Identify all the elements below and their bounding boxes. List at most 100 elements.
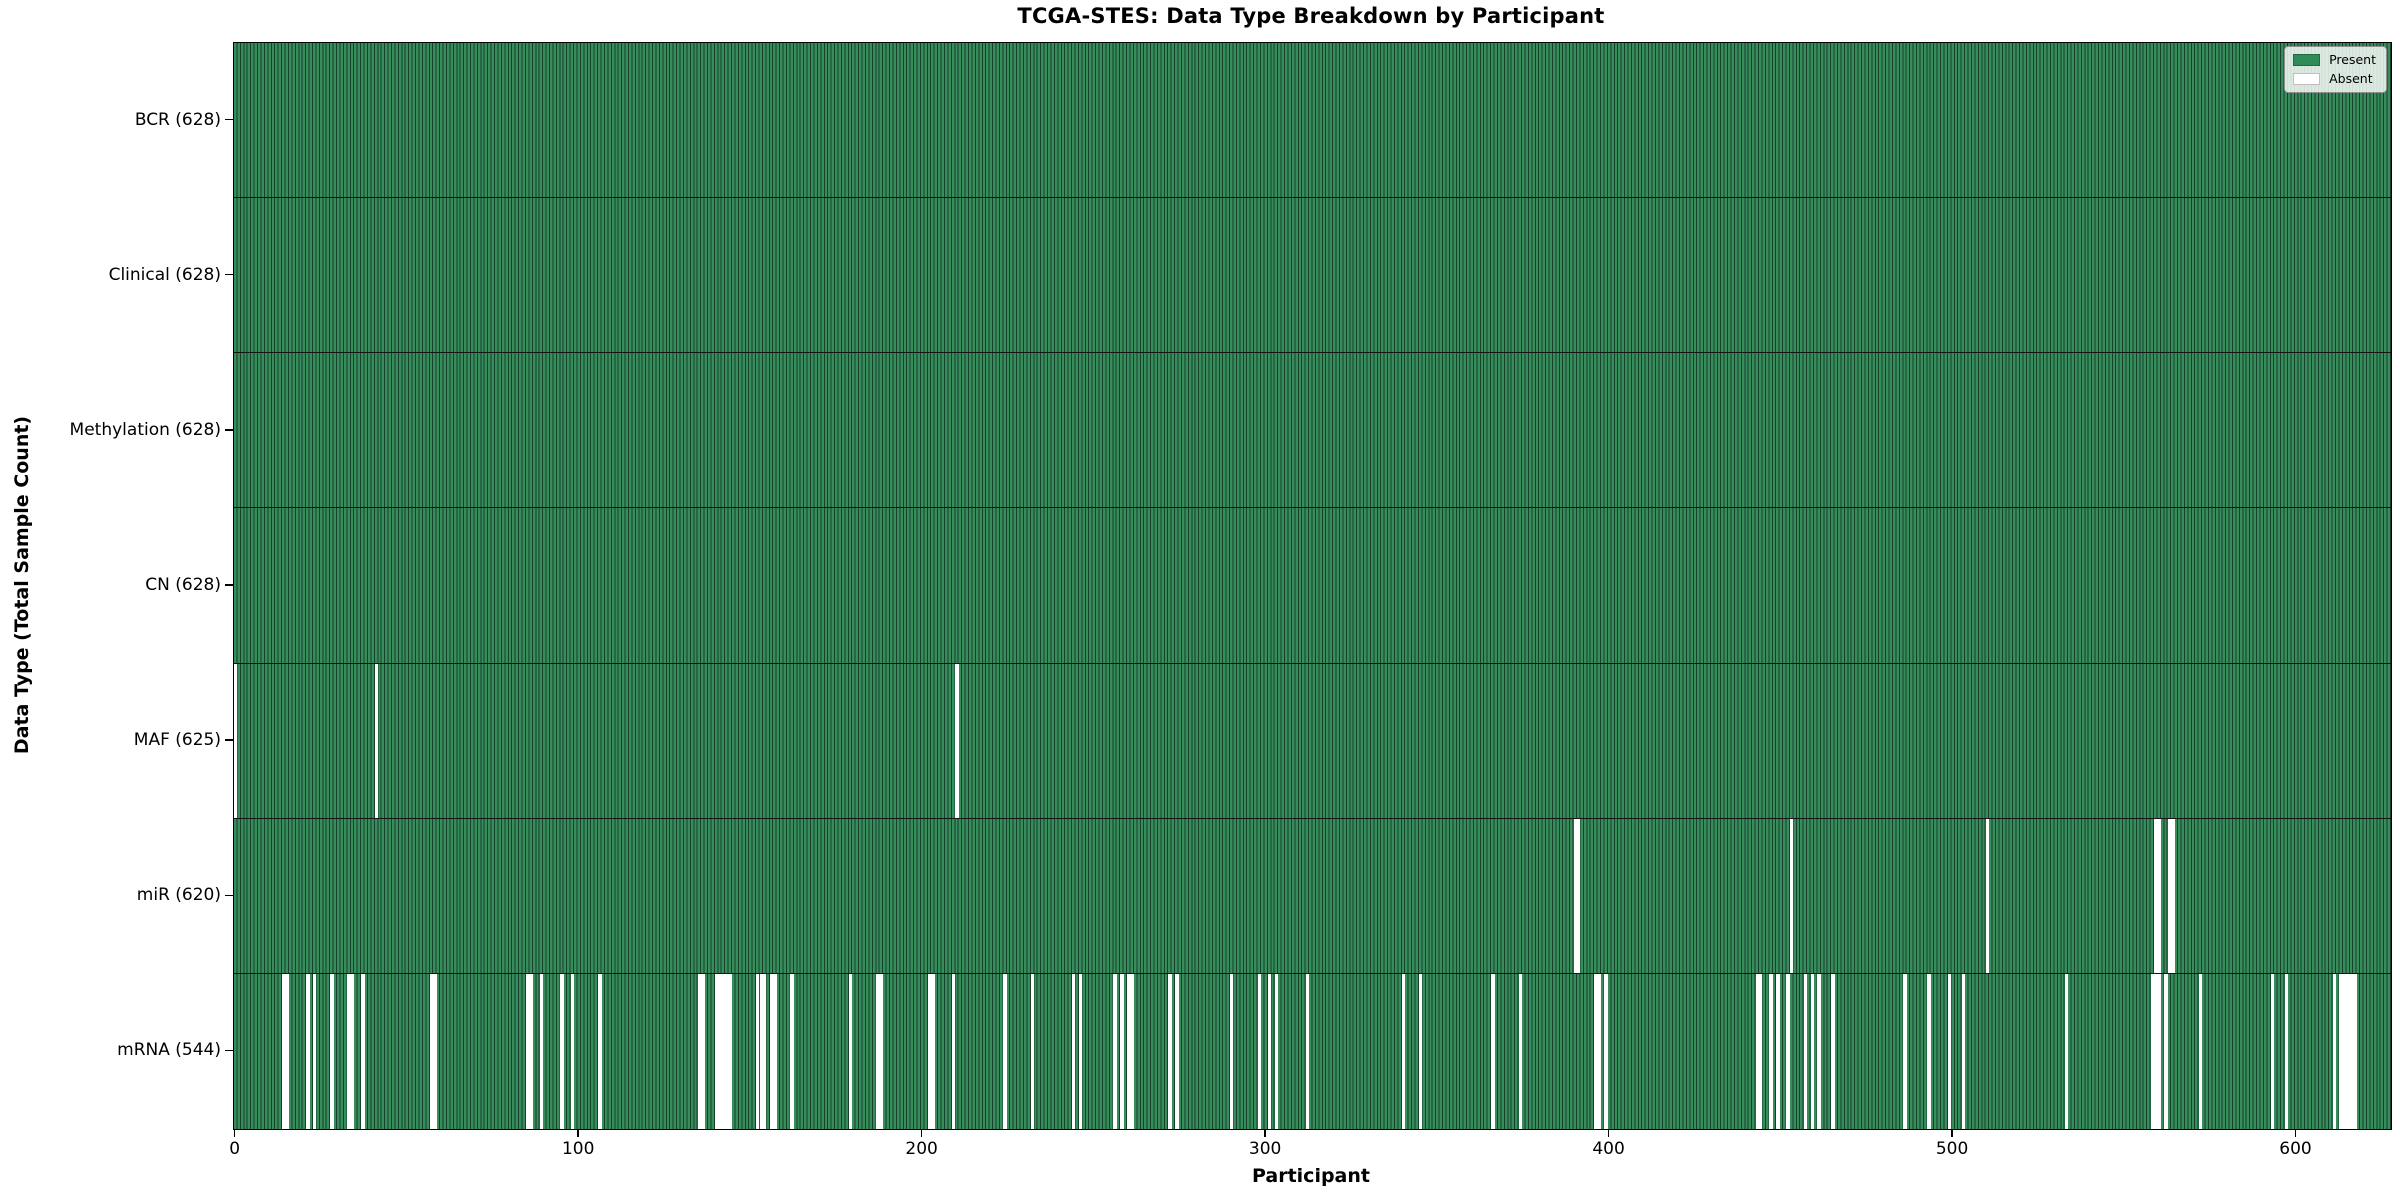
x-tick-label: 500 (1935, 1139, 1969, 1159)
absent-bar (1518, 973, 1522, 1129)
plot-area: Present Absent (233, 42, 2392, 1130)
absent-bar (350, 973, 355, 1129)
absent-bar (1168, 973, 1172, 1129)
legend-label-present: Present (2329, 52, 2376, 67)
y-tick-label: miR (620) (136, 885, 221, 906)
absent-bar (2353, 973, 2357, 1129)
absent-bar (374, 663, 379, 818)
absent-bar (1817, 973, 1821, 1129)
absent-bar (2349, 973, 2354, 1129)
absent-bar (1759, 973, 1763, 1129)
absent-bar (1305, 973, 1310, 1129)
absent-bar (762, 973, 767, 1129)
absent-bar (955, 663, 959, 818)
absent-bar (1078, 973, 1083, 1129)
absent-bar (2198, 973, 2203, 1129)
absent-bar (759, 973, 763, 1129)
absent-bar (1776, 973, 1780, 1129)
x-tick-mark (1607, 1129, 1610, 1137)
absent-bar (2150, 973, 2154, 1129)
x-tick-label: 300 (1248, 1139, 1282, 1159)
absent-bar (1769, 973, 1773, 1129)
absent-bar (721, 973, 726, 1129)
absent-bar (1267, 973, 1272, 1129)
absent-bar (598, 973, 602, 1129)
absent-bar (2154, 818, 2158, 973)
y-tick-mark (225, 118, 233, 121)
x-tick-label: 600 (2279, 1139, 2312, 1159)
absent-bar (1810, 973, 1814, 1129)
chart-title: TCGA-STES: Data Type Breakdown by Partic… (1017, 4, 1605, 28)
absent-bar (1113, 973, 1117, 1129)
absent-bar (1175, 973, 1179, 1129)
absent-bar (756, 973, 760, 1129)
absent-bar (347, 973, 351, 1129)
x-tick-mark (1264, 1129, 1266, 1137)
absent-bar (2284, 973, 2288, 1129)
absent-bar (1927, 973, 1931, 1129)
absent-bar (529, 973, 533, 1129)
legend-swatch-present-icon (2293, 54, 2321, 66)
absent-bar (769, 973, 774, 1129)
absent-bar (2157, 973, 2161, 1129)
x-axis-label: Participant (1251, 1165, 1370, 1187)
absent-bar (2171, 818, 2175, 973)
absent-bar (285, 973, 289, 1129)
y-tick-label: CN (628) (145, 575, 221, 595)
x-tick-mark (920, 1129, 923, 1137)
legend-entry-absent: Absent (2293, 72, 2376, 86)
absent-bar (1230, 973, 1234, 1129)
heatmap-row-mir (234, 818, 2391, 974)
absent-bar (2064, 973, 2069, 1129)
absent-bar (1803, 973, 1808, 1129)
x-tick-label: 0 (229, 1139, 241, 1159)
absent-bar (1030, 973, 1035, 1129)
absent-bar (1985, 818, 1990, 973)
absent-bar (1594, 973, 1598, 1129)
y-tick-mark (225, 584, 233, 586)
y-tick-label: mRNA (544) (117, 1040, 221, 1061)
absent-bar (701, 973, 705, 1129)
absent-bar (525, 973, 530, 1129)
y-tick-mark (225, 1049, 233, 1052)
y-tick-mark (225, 894, 233, 896)
absent-bar (2164, 973, 2168, 1129)
absent-bar (927, 973, 932, 1129)
heatmap-row-mrna (234, 973, 2391, 1129)
absent-bar (282, 973, 286, 1129)
absent-bar (725, 973, 729, 1129)
absent-bar (718, 973, 722, 1129)
absent-bar (1755, 973, 1759, 1129)
absent-bar (1573, 818, 1577, 973)
absent-bar (1274, 973, 1279, 1129)
absent-bar (539, 973, 544, 1129)
y-tick-label: Clinical (628) (108, 264, 221, 285)
absent-bar (2270, 973, 2275, 1129)
absent-bar (714, 973, 719, 1129)
absent-bar (1597, 973, 1601, 1129)
heatmap-row-cn (234, 508, 2391, 664)
absent-bar (1257, 973, 1261, 1129)
absent-bar (560, 973, 564, 1129)
absent-bar (1120, 973, 1124, 1129)
y-tick-mark (225, 739, 233, 741)
absent-bar (951, 973, 956, 1129)
absent-bar (2157, 818, 2161, 973)
x-tick-mark (2294, 1129, 2297, 1137)
x-tick-label: 400 (1592, 1139, 1625, 1159)
absent-bar (429, 973, 434, 1129)
absent-bar (1127, 973, 1131, 1129)
heatmap-rows-container (234, 43, 2391, 1129)
absent-bar (697, 973, 702, 1129)
legend-entry-present: Present (2293, 53, 2376, 67)
absent-bar (2332, 973, 2337, 1129)
heatmap-row-maf (234, 663, 2391, 819)
absent-bar (1576, 818, 1581, 973)
x-tick-mark (1951, 1129, 1953, 1137)
absent-bar (1789, 818, 1794, 973)
absent-bar (1903, 973, 1907, 1129)
absent-bar (2346, 973, 2350, 1129)
absent-bar (330, 973, 334, 1129)
absent-bar (2339, 973, 2343, 1129)
absent-bar (1947, 973, 1952, 1129)
